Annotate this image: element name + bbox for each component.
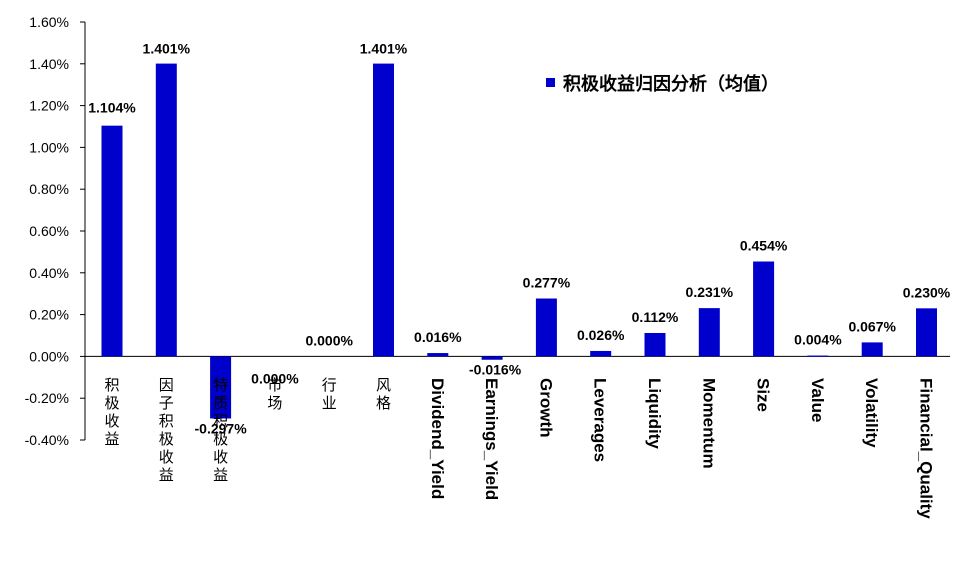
y-tick-label: 1.40% <box>29 56 69 72</box>
y-tick-label: 0.60% <box>29 223 69 239</box>
bar <box>373 63 394 357</box>
bar <box>698 308 720 357</box>
y-tick-label: 0.00% <box>29 348 69 364</box>
x-tick-label: 风格 <box>376 376 391 412</box>
legend-label: 积极收益归因分析（均值） <box>563 73 779 95</box>
bar <box>916 308 937 357</box>
x-axis: 积极收益 因子积极收益 特质积极收益 市场 行业 风格 Dividend_Yield Earn… <box>104 376 935 519</box>
data-label: 1.401% <box>143 41 191 57</box>
x-tick-label: Momentum <box>699 378 718 469</box>
data-label: 0.112% <box>632 309 679 325</box>
bar <box>590 350 612 357</box>
x-tick-label: Dividend_Yield <box>428 378 447 499</box>
bar <box>807 355 829 357</box>
bar <box>535 298 557 357</box>
bar <box>861 342 883 357</box>
y-tick-label: 1.20% <box>29 98 69 114</box>
x-tick-label: 积极收益 <box>104 376 119 448</box>
bar <box>427 353 449 357</box>
x-tick-label: Size <box>754 378 773 412</box>
y-tick-label: -0.20% <box>25 390 69 406</box>
bar <box>210 356 232 419</box>
x-tick-label: Liquidity <box>645 378 664 449</box>
bar <box>155 63 177 357</box>
bar <box>481 356 503 360</box>
data-label: -0.016% <box>469 362 522 378</box>
y-tick-label: 0.20% <box>29 307 69 323</box>
x-tick-label: Value <box>808 378 827 422</box>
x-tick-label: Financial_Quality <box>917 378 936 519</box>
bar <box>753 261 775 357</box>
y-tick-label: 1.00% <box>29 139 69 155</box>
data-label: 0.016% <box>414 329 462 345</box>
data-labels: 1.104% 1.401% -0.297% 0.000% 0.000% 1.401% 0.0… <box>88 41 951 437</box>
data-label: 0.000% <box>305 332 353 348</box>
x-tick-label: 市场 <box>267 376 282 412</box>
x-tick-label: 因子积极收益 <box>159 376 174 484</box>
legend: 积极收益归因分析（均值） <box>546 73 779 95</box>
legend-swatch <box>546 78 555 87</box>
data-label: 0.067% <box>848 318 896 334</box>
data-label: 0.454% <box>740 238 788 254</box>
data-label: 0.004% <box>794 332 842 348</box>
data-label: 0.231% <box>686 284 734 300</box>
x-tick-label: Leverages <box>591 378 610 462</box>
data-label: 1.401% <box>360 41 408 57</box>
x-tick-label: 行业 <box>322 376 337 412</box>
data-label: 1.104% <box>88 100 136 116</box>
x-tick-label: Growth <box>536 378 555 438</box>
x-tick-label: Volatility <box>862 378 881 448</box>
x-tick-label: 特质积极收益 <box>213 376 228 484</box>
data-label: 0.277% <box>523 275 571 291</box>
bars <box>101 63 937 419</box>
data-label: 0.230% <box>903 284 951 300</box>
bar <box>101 125 123 357</box>
x-tick-label: Earnings_Yield <box>482 378 501 500</box>
y-tick-label: 1.60% <box>29 14 69 30</box>
y-tick-label: 0.40% <box>29 265 69 281</box>
y-tick-label: 0.80% <box>29 181 69 197</box>
data-label: -0.297% <box>195 420 248 436</box>
data-label: 0.000% <box>251 370 299 386</box>
bar <box>644 332 666 357</box>
data-label: 0.026% <box>577 327 625 343</box>
y-tick-label: -0.40% <box>25 432 69 448</box>
